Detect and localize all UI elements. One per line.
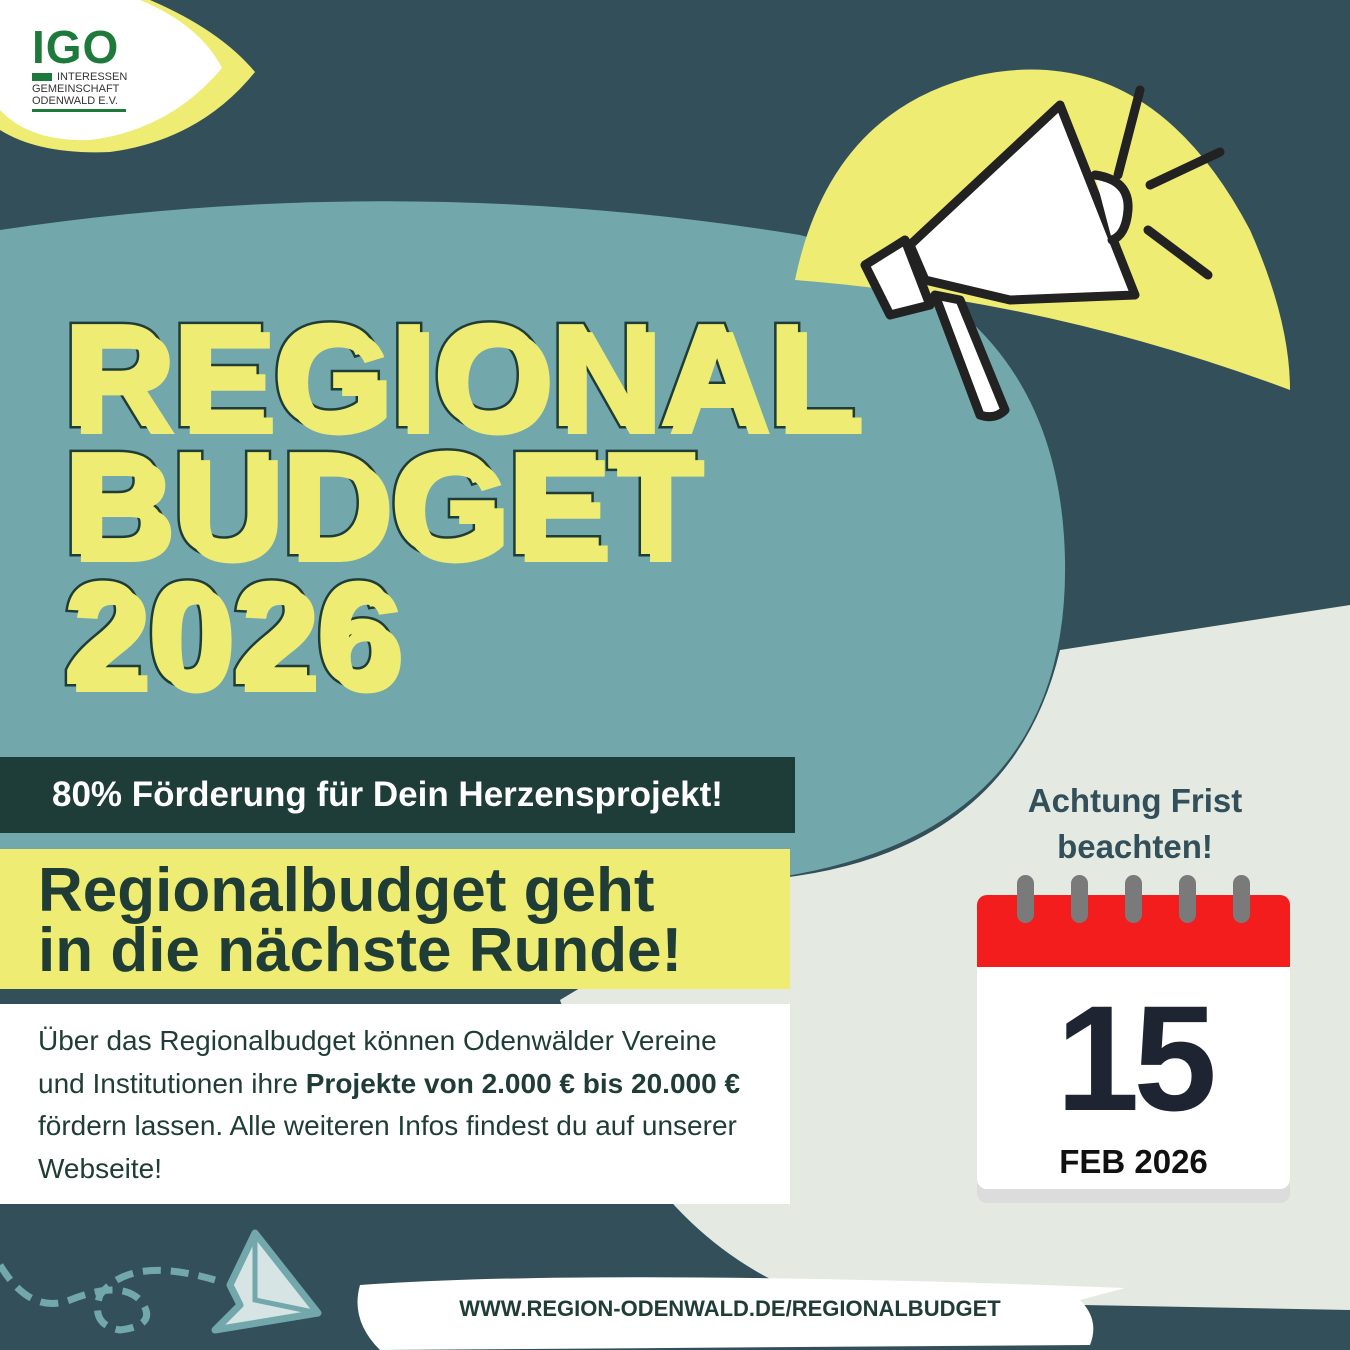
calendar-ring (1125, 875, 1142, 923)
description-text-2: fördern lassen. Alle weiteren Infos find… (38, 1110, 737, 1184)
logo: IGO INTERESSEN GEMEINSCHAFT ODENWALD E.V… (32, 21, 128, 112)
description-amount: Projekte von 2.000 € bis 20.000 € (305, 1067, 741, 1099)
description-text: Über das Regionalbudget können Odenwälde… (38, 1025, 717, 1099)
logo-mark: IGO (32, 21, 120, 73)
title-line-2: BUDGET (60, 421, 700, 586)
deadline-note: Achtung Frist beachten! (985, 778, 1285, 870)
calendar-ring (1233, 875, 1250, 923)
title-line-1: REGIONAL (59, 293, 860, 458)
logo-line-1: INTERESSEN (57, 71, 128, 83)
title-line-3: 2026 (59, 551, 400, 716)
logo-line-3: ODENWALD E.V. (32, 95, 126, 112)
funding-banner: 80% Förderung für Dein Herzensprojekt! (0, 757, 795, 833)
calendar-ring (1071, 875, 1088, 923)
calendar-icon: 15 FEB 2026 (977, 875, 1290, 1203)
logo-line-2: GEMEINSCHAFT (32, 83, 120, 95)
description: Über das Regionalbudget können Odenwälde… (0, 1004, 790, 1204)
deadline-line-2: beachten! (1057, 828, 1213, 865)
headline-line-1: Regionalbudget geht (38, 856, 655, 925)
megaphone-icon (860, 85, 1225, 422)
calendar-ring (1179, 875, 1196, 923)
headline-line-2: in die nächste Runde! (38, 916, 683, 985)
paper-plane-icon (0, 1229, 322, 1334)
calendar-page (977, 967, 1290, 1189)
calendar-month: FEB 2026 (1059, 1143, 1208, 1180)
calendar-ring (1017, 875, 1034, 923)
website-link[interactable]: WWW.REGION-ODENWALD.DE/REGIONALBUDGET (459, 1296, 1001, 1321)
headline: Regionalbudget geht in die nächste Runde… (0, 849, 790, 989)
deadline-line-1: Achtung Frist (1027, 782, 1243, 819)
calendar-day: 15 (1056, 974, 1217, 1142)
